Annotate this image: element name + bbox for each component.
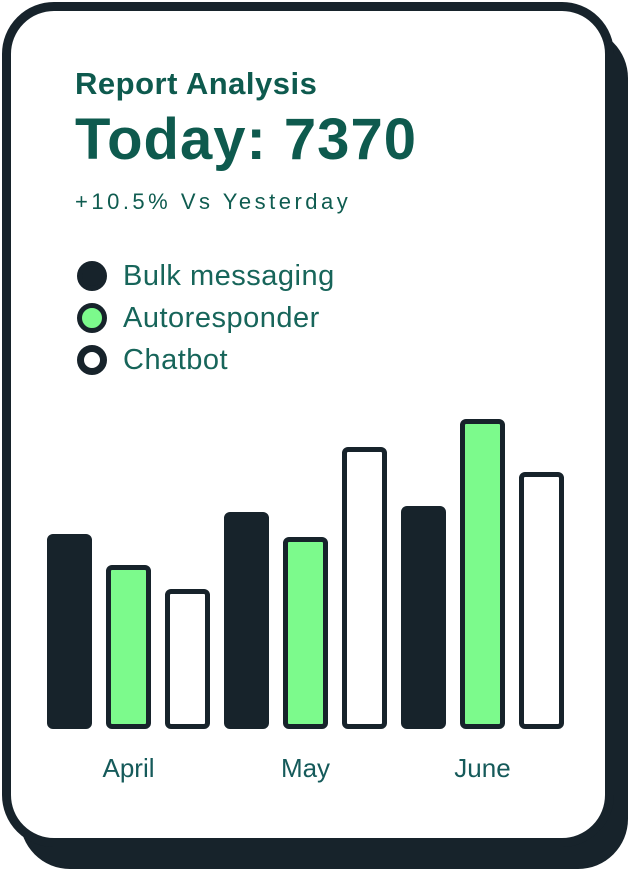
- x-label-june: June: [454, 753, 511, 783]
- legend-label: Autoresponder: [123, 301, 320, 334]
- bar-april-bulk-messaging: [47, 534, 92, 729]
- delta-vs-yesterday: +10.5% Vs Yesterday: [75, 189, 352, 214]
- page-title: Report Analysis: [75, 66, 318, 101]
- bar-may-bulk-messaging: [224, 512, 269, 729]
- x-label-april: April: [102, 753, 155, 783]
- bar-may-autoresponder: [283, 537, 328, 729]
- bar-june-chatbot: [519, 472, 564, 729]
- report-card: Report Analysis Today: 7370 +10.5% Vs Ye…: [2, 2, 614, 847]
- outlined-white-circle-icon: [77, 345, 107, 375]
- bar-april-autoresponder: [106, 565, 151, 729]
- green-circle-icon: [77, 303, 107, 333]
- card-header: Report Analysis Today: 7370 +10.5% Vs Ye…: [75, 66, 605, 215]
- filled-dark-circle-icon: [77, 261, 107, 291]
- legend-label: Bulk messaging: [123, 259, 335, 292]
- x-label-may: May: [280, 753, 331, 783]
- bar-chart: [47, 417, 564, 729]
- legend-item-bulk-messaging: Bulk messaging: [77, 255, 605, 297]
- legend-item-chatbot: Chatbot: [77, 339, 605, 381]
- bar-june-autoresponder: [460, 419, 505, 729]
- x-axis-labels: April May June: [47, 753, 564, 784]
- bar-june-bulk-messaging: [401, 506, 446, 729]
- bar-april-chatbot: [165, 589, 210, 729]
- chart-legend: Bulk messaging Autoresponder Chatbot: [77, 255, 605, 381]
- today-total-value: Today: 7370: [75, 107, 417, 172]
- legend-label: Chatbot: [123, 343, 229, 376]
- bar-may-chatbot: [342, 447, 387, 729]
- legend-item-autoresponder: Autoresponder: [77, 297, 605, 339]
